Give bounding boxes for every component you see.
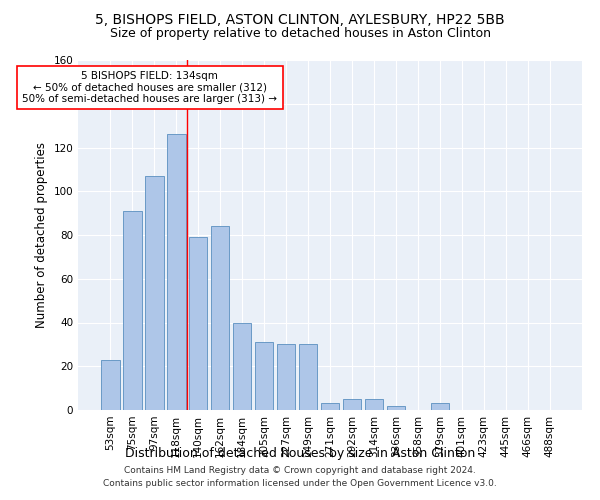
Bar — [189, 237, 208, 410]
Text: 5 BISHOPS FIELD: 134sqm
← 50% of detached houses are smaller (312)
50% of semi-d: 5 BISHOPS FIELD: 134sqm ← 50% of detache… — [22, 71, 277, 104]
Bar — [343, 399, 361, 410]
Bar — [233, 322, 251, 410]
Text: 5, BISHOPS FIELD, ASTON CLINTON, AYLESBURY, HP22 5BB: 5, BISHOPS FIELD, ASTON CLINTON, AYLESBU… — [95, 12, 505, 26]
Bar — [365, 399, 383, 410]
Bar — [277, 344, 295, 410]
Text: Contains HM Land Registry data © Crown copyright and database right 2024.
Contai: Contains HM Land Registry data © Crown c… — [103, 466, 497, 487]
Bar — [167, 134, 185, 410]
Bar — [123, 211, 142, 410]
Text: Distribution of detached houses by size in Aston Clinton: Distribution of detached houses by size … — [125, 448, 475, 460]
Bar — [255, 342, 274, 410]
Bar — [431, 404, 449, 410]
Bar — [211, 226, 229, 410]
Y-axis label: Number of detached properties: Number of detached properties — [35, 142, 48, 328]
Bar — [299, 344, 317, 410]
Bar — [320, 404, 340, 410]
Text: Size of property relative to detached houses in Aston Clinton: Size of property relative to detached ho… — [110, 28, 491, 40]
Bar — [145, 176, 164, 410]
Bar — [101, 360, 119, 410]
Bar — [386, 406, 405, 410]
